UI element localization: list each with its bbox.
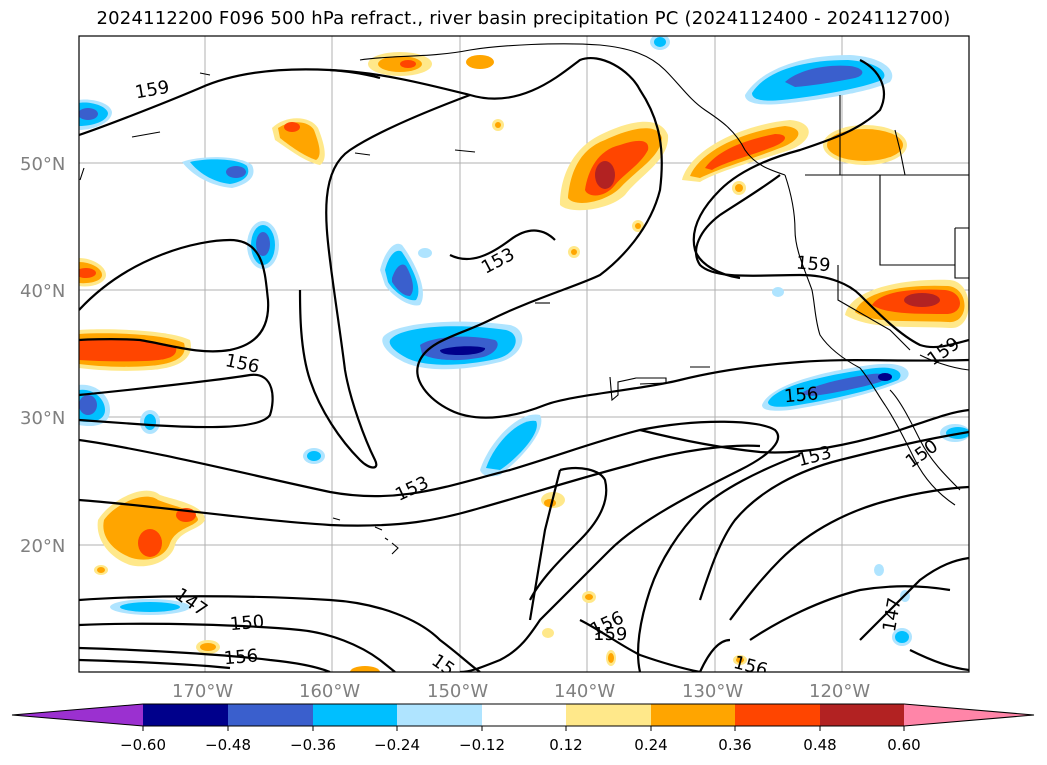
contour-label: 159 bbox=[795, 252, 831, 276]
colorbar-bin bbox=[820, 704, 904, 726]
precip-blob-nw-blue bbox=[182, 157, 254, 188]
lon-label: 120°W bbox=[809, 681, 870, 702]
colorbar-tick: 0.24 bbox=[634, 736, 667, 754]
lat-label: 30°N bbox=[20, 408, 65, 429]
precip-blob-west-blue bbox=[247, 221, 279, 269]
colorbar-bin bbox=[228, 704, 313, 726]
colorbar-tick: −0.12 bbox=[459, 736, 505, 754]
refractivity-contours bbox=[79, 57, 969, 672]
precip-blob-slash-blue bbox=[480, 414, 542, 477]
precip-blob-far-west-orange bbox=[79, 258, 106, 287]
lon-labels: 170°W 160°W 150°W 140°W 130°W 120°W bbox=[172, 681, 870, 702]
contour-label: 156 bbox=[223, 645, 259, 669]
colorbar-tick: 0.48 bbox=[803, 736, 836, 754]
map-title: 2024112200 F096 500 hPa refract., river … bbox=[96, 8, 951, 29]
precip-blob-bottom-blue bbox=[110, 599, 190, 615]
lat-label: 40°N bbox=[20, 281, 65, 302]
colorbar-extend-max bbox=[904, 704, 1034, 726]
lon-label: 140°W bbox=[554, 681, 615, 702]
coastlines bbox=[359, 43, 969, 506]
colorbar-bin bbox=[397, 704, 482, 726]
lat-labels: 50°N 40°N 30°N 20°N bbox=[20, 154, 65, 557]
lon-label: 130°W bbox=[682, 681, 743, 702]
contour-label: 150 bbox=[229, 611, 265, 635]
colorbar-tick: 0.12 bbox=[549, 736, 582, 754]
precip-blob-sw-orange bbox=[97, 490, 205, 567]
precip-blob-canada-orange bbox=[823, 125, 907, 165]
precip-blob-canada-blue bbox=[745, 55, 893, 105]
contour-label: 159 bbox=[593, 624, 627, 645]
contour-label: 156 bbox=[783, 383, 819, 407]
colorbar-bin bbox=[651, 704, 735, 726]
colorbar-bin bbox=[143, 704, 228, 726]
colorbar-extend-min bbox=[12, 704, 143, 726]
colorbar-bin bbox=[566, 704, 651, 726]
lat-label: 50°N bbox=[20, 154, 65, 175]
colorbar-tick: 0.36 bbox=[718, 736, 751, 754]
colorbar-bin bbox=[735, 704, 820, 726]
colorbar-bin bbox=[482, 704, 566, 726]
colorbar-tick: −0.48 bbox=[205, 736, 251, 754]
lon-label: 160°W bbox=[299, 681, 360, 702]
lon-label: 170°W bbox=[172, 681, 233, 702]
precip-blob-west-orange bbox=[79, 329, 191, 371]
map-frame bbox=[78, 35, 970, 673]
lat-label: 20°N bbox=[20, 536, 65, 557]
colorbar-tick: −0.36 bbox=[290, 736, 336, 754]
precip-blob-north-blue bbox=[380, 243, 423, 306]
precip-blob-california bbox=[845, 279, 969, 329]
contour-label-group: 159 153 156 159 159 156 153 153 150 147 … bbox=[133, 77, 963, 672]
precip-blob-far-west-blue bbox=[79, 99, 112, 130]
precip-blob-gulf bbox=[560, 121, 669, 211]
colorbar-tick: 0.60 bbox=[887, 736, 920, 754]
colorbar-tick: −0.24 bbox=[374, 736, 420, 754]
lon-label: 150°W bbox=[427, 681, 488, 702]
colorbar-tick: −0.60 bbox=[120, 736, 166, 754]
colorbar-bin bbox=[313, 704, 397, 726]
colorbar: −0.60 −0.48 −0.36 −0.24 −0.12 0.12 0.24 … bbox=[11, 703, 1035, 754]
precip-blob-nw-orange bbox=[272, 118, 325, 165]
